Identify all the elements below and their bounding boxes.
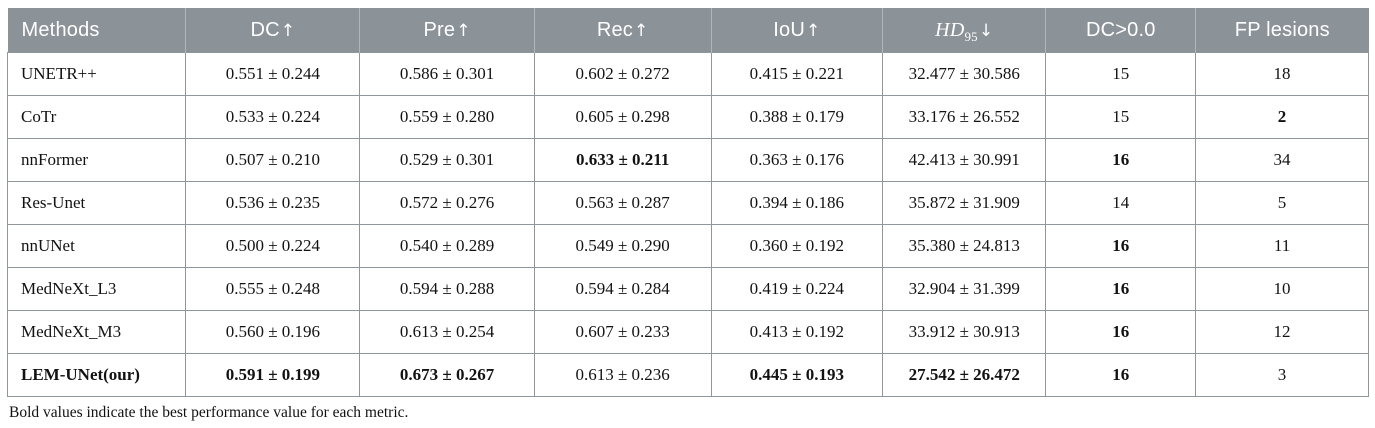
value-cell: 0.594 ± 0.284	[533, 267, 712, 311]
up-arrow-icon: ↑	[634, 20, 649, 41]
value-cell: 0.415 ± 0.221	[710, 52, 884, 96]
value-cell: 0.560 ± 0.196	[185, 310, 361, 354]
value-cell: 0.586 ± 0.301	[359, 52, 535, 96]
header-label: HD	[935, 18, 965, 41]
table-header: Methods DC↑ Pre↑ Rec↑ IoU↑ HD95↓ DC>0.0 FP lesi…	[7, 8, 1369, 53]
value-cell: 0.533 ± 0.224	[185, 95, 361, 139]
table-row: LEM-UNet(our) 0.591 ± 0.199 0.673 ± 0.267 0…	[6, 353, 1369, 397]
value-cell: 0.388 ± 0.179	[710, 95, 884, 139]
value-cell: 16	[1045, 310, 1197, 354]
value-cell: 32.477 ± 30.586	[882, 52, 1047, 96]
value-cell: 0.413 ± 0.192	[710, 310, 884, 354]
value-cell: 0.591 ± 0.199	[185, 353, 361, 397]
value-cell: 12	[1195, 310, 1369, 354]
value-cell: 0.613 ± 0.254	[359, 310, 535, 354]
value-cell: 34	[1195, 138, 1369, 182]
value-cell: 0.394 ± 0.186	[710, 181, 884, 225]
header-cell-methods: Methods	[7, 8, 186, 53]
value-cell: 27.542 ± 26.472	[882, 353, 1047, 397]
value-cell: 2	[1195, 95, 1369, 139]
value-cell: 35.380 ± 24.813	[882, 224, 1047, 268]
value-cell: 14	[1045, 181, 1197, 225]
value-cell: 0.536 ± 0.235	[185, 181, 361, 225]
header-cell-dc: DC↑	[185, 8, 360, 53]
header-cell-iou: IoU↑	[710, 8, 883, 53]
header-subscript: 95	[964, 28, 978, 44]
value-cell: 10	[1195, 267, 1369, 311]
value-cell: 16	[1045, 138, 1197, 182]
up-arrow-icon: ↑	[456, 20, 471, 41]
value-cell: 18	[1195, 52, 1369, 96]
method-cell: UNETR++	[6, 52, 187, 96]
table-footnote: Bold values indicate the best performanc…	[9, 404, 409, 421]
header-row: Methods DC↑ Pre↑ Rec↑ IoU↑ HD95↓ DC>0.0 FP lesi…	[7, 8, 1369, 53]
value-cell: 0.445 ± 0.193	[710, 353, 884, 397]
header-cell-fp-lesions: FP lesions	[1195, 8, 1369, 53]
value-cell: 0.607 ± 0.233	[533, 310, 712, 354]
value-cell: 15	[1045, 95, 1197, 139]
value-cell: 0.602 ± 0.272	[533, 52, 712, 96]
method-cell: nnUNet	[6, 224, 187, 268]
value-cell: 0.633 ± 0.211	[533, 138, 712, 182]
table-row: MedNeXt_L3 0.555 ± 0.248 0.594 ± 0.288 0.59…	[6, 267, 1369, 311]
header-cell-hd: HD95↓	[882, 8, 1046, 53]
method-cell: LEM-UNet(our)	[6, 353, 187, 397]
header-cell-pre: Pre↑	[359, 8, 535, 53]
value-cell: 0.551 ± 0.244	[185, 52, 361, 96]
up-arrow-icon: ↑	[805, 20, 821, 41]
value-cell: 32.904 ± 31.399	[882, 267, 1047, 311]
value-cell: 42.413 ± 30.991	[882, 138, 1047, 182]
table-row: Res-Unet 0.536 ± 0.235 0.572 ± 0.276 0.563 …	[6, 181, 1369, 225]
table-row: MedNeXt_M3 0.560 ± 0.196 0.613 ± 0.254 0.60…	[6, 310, 1369, 354]
value-cell: 0.507 ± 0.210	[185, 138, 361, 182]
table-row: nnUNet 0.500 ± 0.224 0.540 ± 0.289 0.549 ± …	[6, 224, 1369, 268]
value-cell: 15	[1045, 52, 1197, 96]
method-cell: CoTr	[6, 95, 187, 139]
value-cell: 33.176 ± 26.552	[882, 95, 1047, 139]
up-arrow-icon: ↑	[280, 20, 296, 41]
value-cell: 33.912 ± 30.913	[882, 310, 1047, 354]
header-cell-dc-0-0: DC>0.0	[1045, 8, 1196, 53]
value-cell: 16	[1045, 353, 1197, 397]
results-table: Methods DC↑ Pre↑ Rec↑ IoU↑ HD95↓ DC>0.0 FP lesi…	[6, 8, 1369, 397]
value-cell: 5	[1195, 181, 1369, 225]
table-body: UNETR++ 0.551 ± 0.244 0.586 ± 0.301 0.602 ±…	[6, 52, 1369, 397]
value-cell: 0.555 ± 0.248	[185, 267, 361, 311]
method-cell: nnFormer	[6, 138, 187, 182]
method-cell: MedNeXt_M3	[6, 310, 187, 354]
value-cell: 16	[1045, 224, 1197, 268]
table-row: UNETR++ 0.551 ± 0.244 0.586 ± 0.301 0.602 ±…	[6, 52, 1369, 96]
value-cell: 0.605 ± 0.298	[533, 95, 712, 139]
value-cell: 3	[1195, 353, 1369, 397]
value-cell: 0.500 ± 0.224	[185, 224, 361, 268]
value-cell: 0.540 ± 0.289	[359, 224, 535, 268]
method-cell: MedNeXt_L3	[6, 267, 187, 311]
value-cell: 11	[1195, 224, 1369, 268]
header-cell-rec: Rec↑	[533, 8, 712, 53]
value-cell: 0.419 ± 0.224	[710, 267, 884, 311]
table-row: nnFormer 0.507 ± 0.210 0.529 ± 0.301 0.633 …	[6, 138, 1369, 182]
down-arrow-icon: ↓	[978, 20, 994, 41]
value-cell: 0.529 ± 0.301	[359, 138, 535, 182]
value-cell: 0.360 ± 0.192	[710, 224, 884, 268]
value-cell: 0.673 ± 0.267	[359, 353, 535, 397]
value-cell: 0.563 ± 0.287	[533, 181, 712, 225]
value-cell: 16	[1045, 267, 1197, 311]
value-cell: 0.363 ± 0.176	[710, 138, 884, 182]
value-cell: 0.613 ± 0.236	[533, 353, 712, 397]
value-cell: 0.559 ± 0.280	[359, 95, 535, 139]
table-row: CoTr 0.533 ± 0.224 0.559 ± 0.280 0.605 ± 0.…	[6, 95, 1369, 139]
value-cell: 0.549 ± 0.290	[533, 224, 712, 268]
value-cell: 0.594 ± 0.288	[359, 267, 535, 311]
method-cell: Res-Unet	[6, 181, 187, 225]
value-cell: 35.872 ± 31.909	[882, 181, 1047, 225]
value-cell: 0.572 ± 0.276	[359, 181, 535, 225]
